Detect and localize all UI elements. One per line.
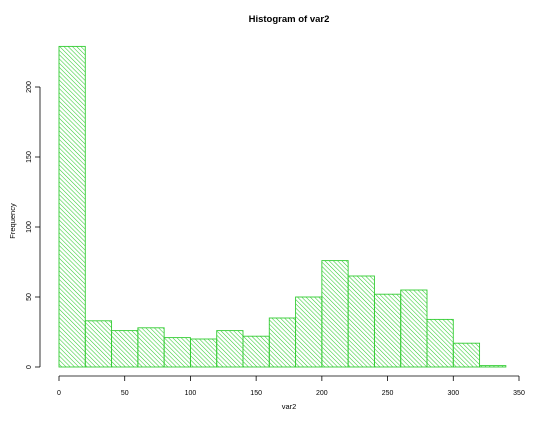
chart-title: Histogram of var2 [249,14,330,25]
x-tick-label: 250 [382,390,394,397]
x-axis-ticks: 0 50 100 150 200 250 300 350 [57,376,525,397]
histogram-bar [321,260,349,368]
x-tick-label: 350 [513,390,525,397]
x-tick-label: 100 [185,390,197,397]
y-tick-label: 0 [26,365,33,369]
histogram-bar [295,296,323,368]
histogram-bar [84,320,113,368]
x-tick-label: 0 [57,390,61,397]
histogram-bar [268,317,297,368]
histogram-bar [242,335,270,368]
histogram-bar [189,338,218,368]
y-axis-ticks: 0 50 100 150 200 [26,81,40,369]
histogram-bar [373,293,402,368]
histogram-bar [400,289,428,368]
histogram-bar [479,365,507,368]
histogram-bar [347,275,375,368]
histogram-bar [111,330,139,368]
y-tick-label: 100 [26,221,33,233]
histogram-bar [426,318,454,368]
bars-group [58,45,507,368]
x-tick-label: 150 [250,390,262,397]
x-axis-label: var2 [282,402,297,411]
histogram-bar [452,342,481,368]
y-tick-label: 200 [26,81,33,93]
y-tick-label: 50 [26,293,33,301]
histogram-bar [58,45,86,368]
y-tick-label: 150 [26,151,33,163]
histogram-bar [216,330,244,368]
histogram-bar [163,337,191,368]
x-tick-label: 300 [447,390,459,397]
histogram-bar [137,327,165,368]
x-tick-label: 200 [316,390,328,397]
x-tick-label: 50 [121,390,129,397]
y-axis-label: Frequency [8,203,17,239]
